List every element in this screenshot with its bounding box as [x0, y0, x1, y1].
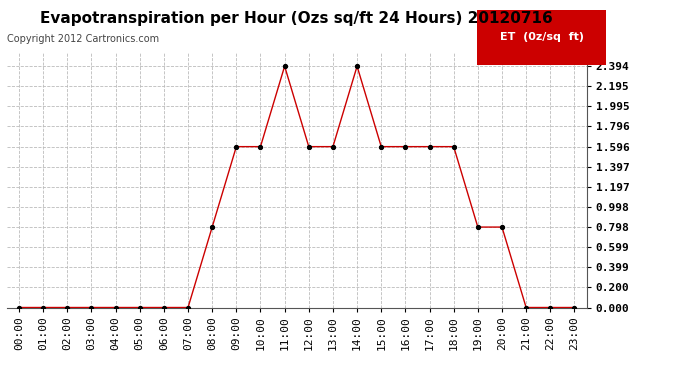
Text: ET  (0z/sq  ft): ET (0z/sq ft): [500, 32, 584, 42]
Text: Copyright 2012 Cartronics.com: Copyright 2012 Cartronics.com: [7, 34, 159, 44]
Text: Evapotranspiration per Hour (Ozs sq/ft 24 Hours) 20120716: Evapotranspiration per Hour (Ozs sq/ft 2…: [40, 11, 553, 26]
